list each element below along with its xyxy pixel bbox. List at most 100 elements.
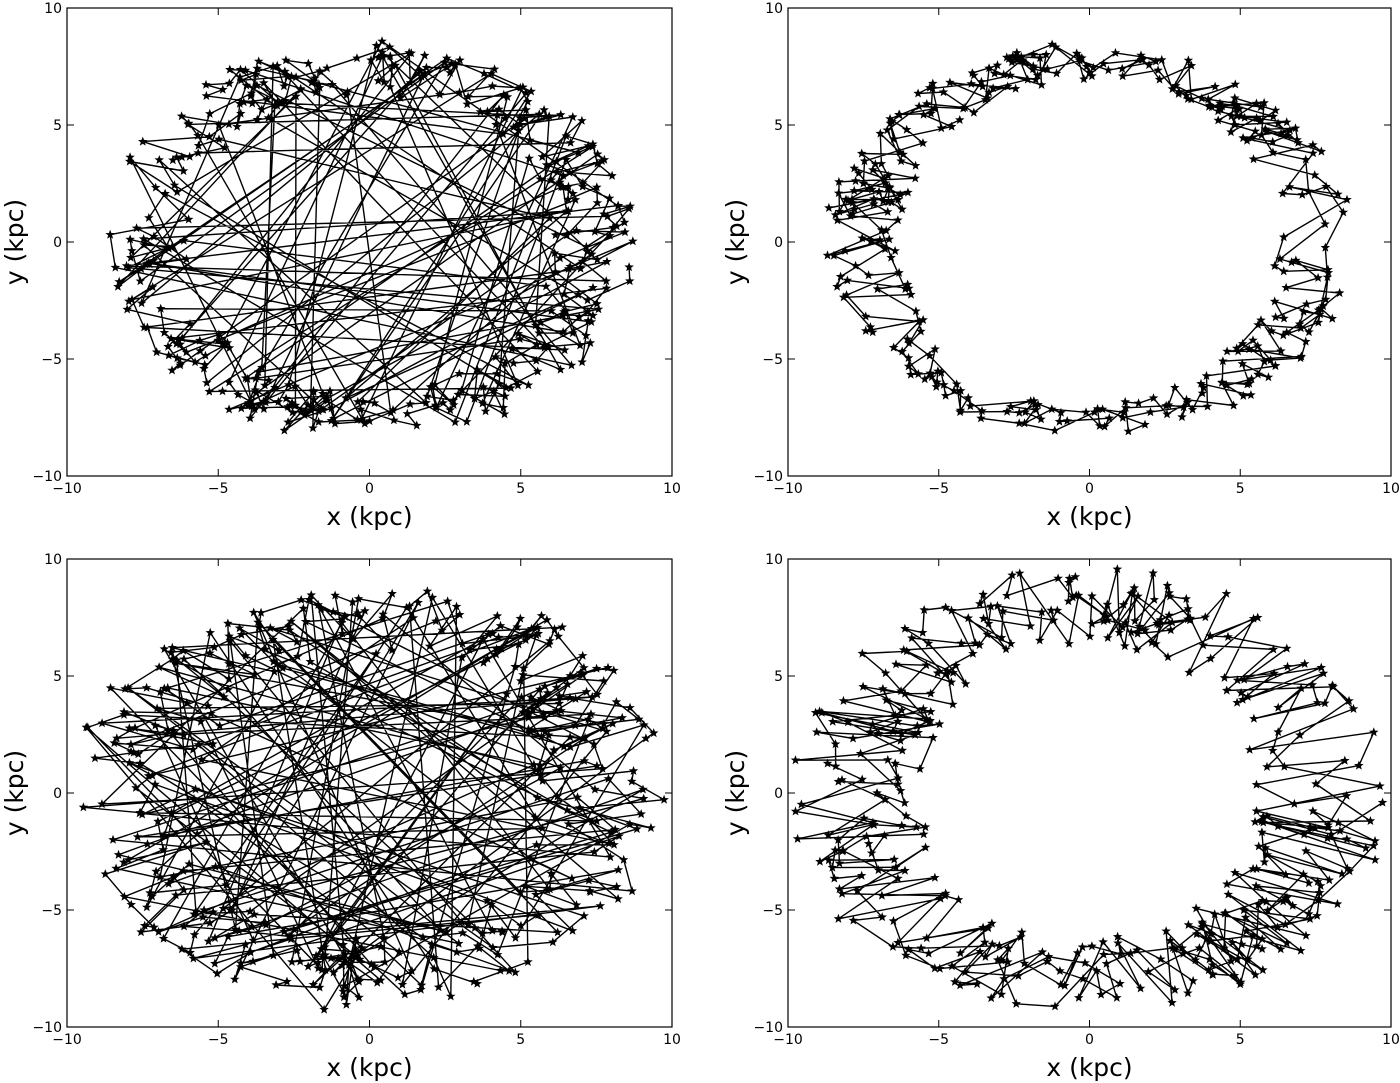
data-point [883, 754, 893, 764]
data-point [872, 788, 882, 798]
data-point [1251, 806, 1262, 816]
data-point [1077, 942, 1088, 952]
data-point [934, 719, 945, 729]
data-point [1151, 56, 1161, 66]
data-point [258, 78, 269, 87]
data-point [167, 241, 177, 251]
data-point [310, 73, 320, 83]
data-point [893, 779, 903, 789]
data-point [373, 75, 383, 85]
data-point [902, 279, 913, 289]
data-point [169, 729, 179, 739]
data-point [956, 385, 966, 395]
data-point [240, 939, 251, 949]
data-point [601, 276, 611, 286]
data-point [604, 193, 615, 203]
data-point [259, 404, 269, 413]
data-point [1248, 335, 1258, 345]
y-axis-label: y (kpc) [721, 750, 750, 836]
data-point [125, 152, 135, 162]
data-point [173, 334, 184, 344]
data-point [896, 686, 906, 696]
data-point [524, 707, 534, 717]
data-point [903, 353, 914, 362]
data-point [910, 173, 920, 183]
data-point [897, 745, 908, 755]
data-point [1257, 934, 1267, 944]
data-point [920, 822, 931, 832]
data-point [314, 79, 324, 89]
data-point [1117, 622, 1128, 632]
data-point [455, 55, 465, 65]
data-point [501, 382, 511, 392]
data-point [1253, 899, 1264, 909]
data-point [529, 759, 539, 769]
x-tick-label: −10 [52, 1032, 82, 1048]
data-point [515, 112, 525, 122]
data-point [1207, 960, 1218, 970]
data-point [1185, 615, 1195, 625]
data-point [1322, 272, 1333, 282]
data-point [814, 706, 825, 716]
data-point [280, 95, 291, 105]
data-point [159, 327, 170, 337]
data-point [599, 718, 609, 728]
data-point [360, 605, 370, 615]
data-point [984, 63, 994, 73]
data-point [280, 66, 290, 76]
data-point [562, 805, 572, 815]
data-point [526, 853, 536, 863]
data-point [565, 137, 576, 147]
data-point [135, 276, 146, 286]
data-point [376, 941, 386, 951]
data-point [472, 978, 482, 988]
data-point [841, 194, 851, 204]
data-point [453, 389, 463, 399]
data-point [848, 915, 859, 925]
data-point [431, 402, 441, 412]
data-point [1037, 607, 1047, 617]
data-point [235, 72, 245, 82]
data-point [536, 693, 546, 703]
data-point [184, 151, 195, 161]
data-point [1003, 943, 1014, 953]
data-point [224, 404, 234, 414]
data-point [1191, 929, 1202, 939]
data-point [247, 922, 257, 931]
data-point [976, 413, 986, 423]
data-point [78, 802, 89, 812]
data-point [407, 966, 417, 975]
data-point [1281, 327, 1292, 337]
data-point [1031, 404, 1041, 414]
data-point [222, 337, 233, 347]
data-point [917, 627, 928, 637]
data-point [1268, 136, 1278, 146]
data-point [1092, 403, 1103, 413]
x-tick-label: 5 [1236, 1032, 1245, 1048]
data-point [345, 953, 355, 963]
data-point [1341, 790, 1352, 800]
data-point [881, 225, 891, 235]
data-point [292, 945, 302, 955]
data-point [508, 358, 519, 368]
data-point [450, 417, 460, 427]
data-point [1205, 630, 1215, 640]
data-point [1151, 638, 1161, 648]
data-point [829, 873, 840, 883]
data-point [1153, 65, 1163, 75]
data-point [1060, 980, 1070, 990]
data-point [1043, 951, 1054, 961]
data-point [639, 720, 649, 730]
data-point [546, 305, 557, 315]
data-point [579, 662, 589, 672]
data-point [276, 98, 287, 108]
data-point [515, 119, 526, 129]
data-point [1254, 841, 1264, 851]
data-point [837, 774, 847, 784]
data-point [901, 950, 911, 960]
data-point [253, 367, 264, 377]
data-point [284, 625, 295, 635]
data-point [895, 189, 905, 199]
data-point [1340, 755, 1350, 765]
